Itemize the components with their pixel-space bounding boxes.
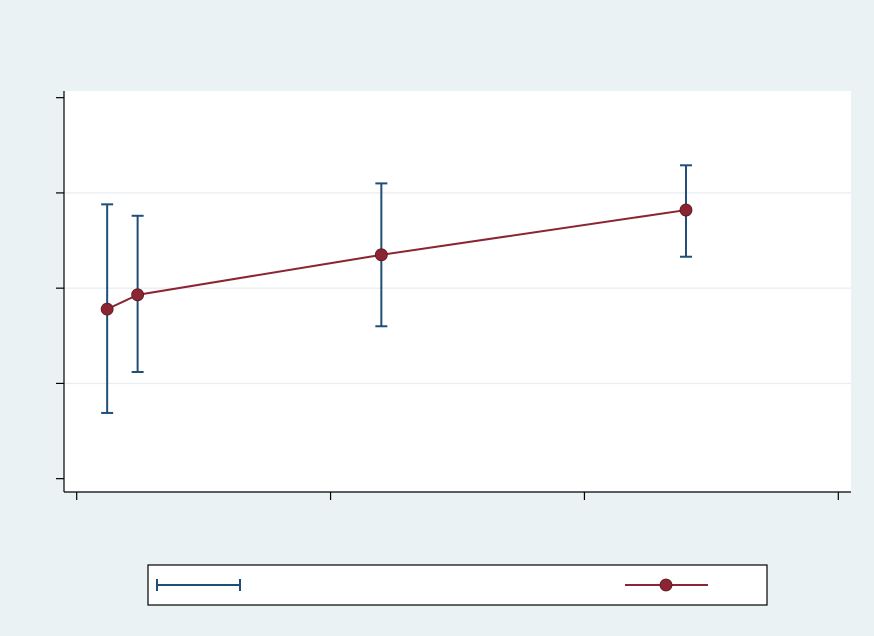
legend-line-marker <box>659 578 673 592</box>
data-point <box>131 288 145 302</box>
data-point <box>679 203 693 217</box>
axes <box>56 91 851 500</box>
legend-key-errorbar <box>156 579 241 591</box>
series-line <box>106 209 687 311</box>
legend <box>147 564 768 606</box>
gridlines <box>64 192 851 385</box>
plot-area <box>64 91 851 492</box>
data-point <box>374 248 388 262</box>
legend-key-line <box>625 578 708 592</box>
line-series <box>100 203 693 316</box>
data-point <box>100 302 114 316</box>
